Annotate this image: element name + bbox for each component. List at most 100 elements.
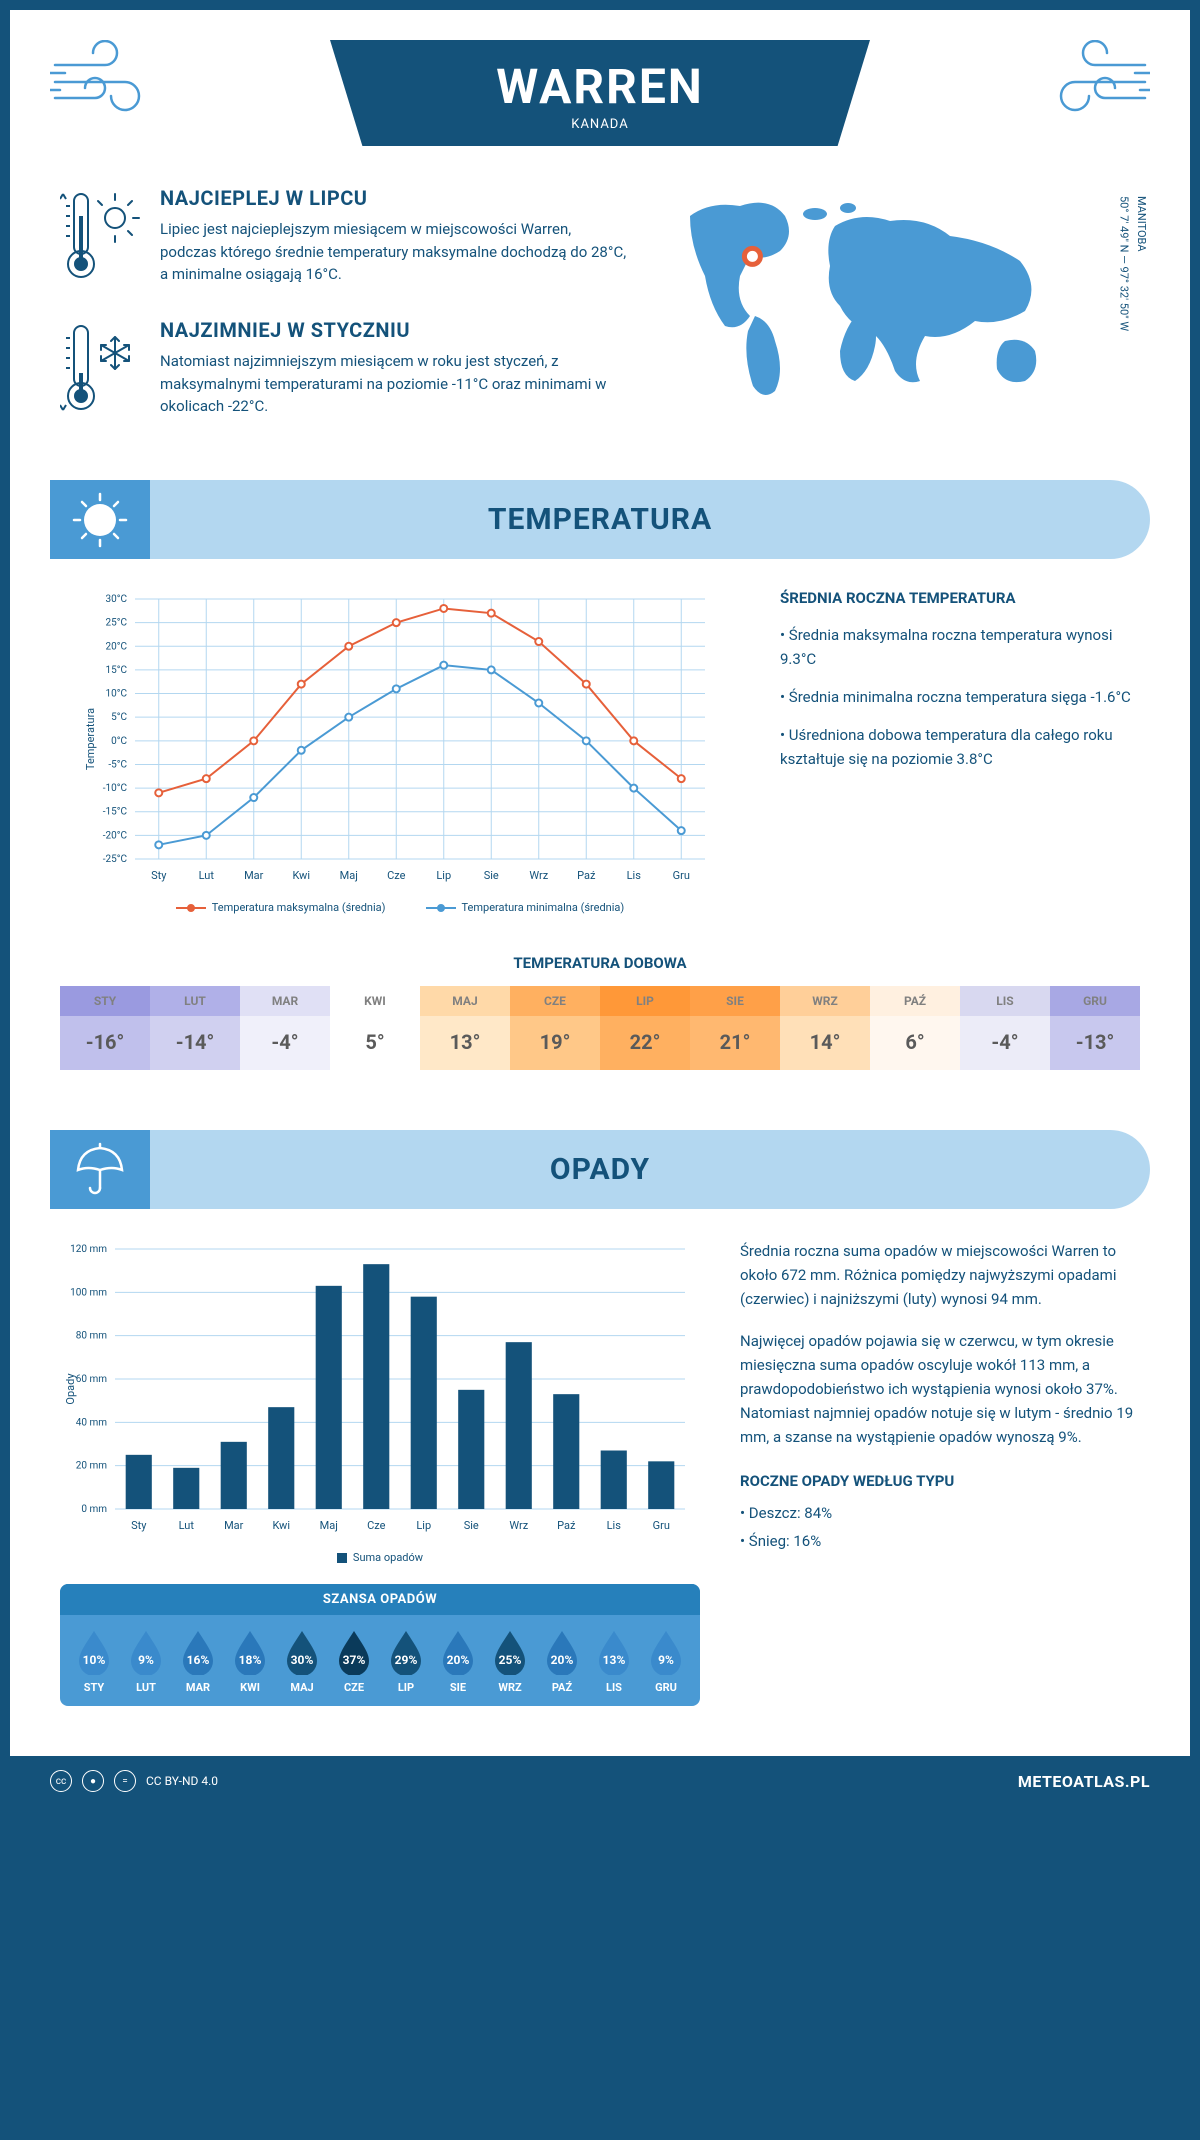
svg-text:Mar: Mar xyxy=(224,1519,244,1532)
chance-cell: 10%STY xyxy=(68,1627,120,1694)
chance-cell: 9%LUT xyxy=(120,1627,172,1694)
chance-cell: 25%WRZ xyxy=(484,1627,536,1694)
svg-text:20°C: 20°C xyxy=(106,641,128,652)
svg-text:Lip: Lip xyxy=(436,869,451,882)
intro-text-blocks: NAJCIEPLEJ W LIPCU Lipiec jest najcieple… xyxy=(60,186,630,450)
svg-text:25°C: 25°C xyxy=(106,618,128,629)
daily-temp-title: TEMPERATURA DOBOWA xyxy=(10,954,1190,972)
chance-cell: 29%LIP xyxy=(380,1627,432,1694)
coordinates: MANITOBA 50° 7' 49" N — 97° 32' 50" W xyxy=(1115,196,1150,331)
svg-text:Sie: Sie xyxy=(464,1519,479,1532)
intro-section: NAJCIEPLEJ W LIPCU Lipiec jest najcieple… xyxy=(10,166,1190,480)
drop-icon: 29% xyxy=(387,1627,425,1675)
coldest-title: NAJZIMNIEJ W STYCZNIU xyxy=(160,318,630,342)
svg-text:0°C: 0°C xyxy=(111,736,127,747)
svg-text:30°C: 30°C xyxy=(106,594,128,605)
svg-text:80 mm: 80 mm xyxy=(76,1331,107,1342)
chance-cell: 30%MAJ xyxy=(276,1627,328,1694)
section-title: TEMPERATURA xyxy=(50,502,1150,537)
header: WARREN KANADA xyxy=(10,10,1190,166)
svg-text:0 mm: 0 mm xyxy=(81,1504,107,1515)
svg-text:Kwi: Kwi xyxy=(272,1519,290,1532)
svg-text:Paź: Paź xyxy=(557,1519,576,1532)
precipitation-section-header: OPADY xyxy=(50,1130,1150,1209)
svg-text:Maj: Maj xyxy=(340,869,358,882)
site-name: METEOATLAS.PL xyxy=(1018,1772,1150,1791)
svg-text:Wrz: Wrz xyxy=(529,869,548,882)
svg-text:10°C: 10°C xyxy=(106,689,128,700)
daily-temp-table: STY-16°LUT-14°MAR-4°KWI5°MAJ13°CZE19°LIP… xyxy=(60,986,1140,1070)
drop-icon: 18% xyxy=(231,1627,269,1675)
svg-text:-20°C: -20°C xyxy=(103,830,128,841)
drop-icon: 9% xyxy=(127,1627,165,1675)
precipitation-chart: 0 mm20 mm40 mm60 mm80 mm100 mm120 mmOpad… xyxy=(60,1239,700,1539)
temp-bullet: • Średnia minimalna roczna temperatura s… xyxy=(780,685,1140,709)
temperature-section-header: TEMPERATURA xyxy=(50,480,1150,559)
drop-icon: 9% xyxy=(647,1627,685,1675)
by-icon: ● xyxy=(82,1770,104,1792)
drop-icon: 25% xyxy=(491,1627,529,1675)
svg-text:Wrz: Wrz xyxy=(509,1519,528,1532)
svg-text:Kwi: Kwi xyxy=(292,869,310,882)
daily-cell: SIE21° xyxy=(690,986,780,1070)
svg-text:Maj: Maj xyxy=(320,1519,338,1532)
svg-text:120 mm: 120 mm xyxy=(70,1244,107,1255)
drop-icon: 16% xyxy=(179,1627,217,1675)
svg-text:Cze: Cze xyxy=(367,1519,386,1532)
svg-text:Lut: Lut xyxy=(199,869,215,882)
title-banner: WARREN KANADA xyxy=(330,40,870,146)
svg-text:-15°C: -15°C xyxy=(103,807,128,818)
svg-text:Gru: Gru xyxy=(653,1519,670,1532)
drop-icon: 10% xyxy=(75,1627,113,1675)
drop-icon: 13% xyxy=(595,1627,633,1675)
daily-cell: WRZ14° xyxy=(780,986,870,1070)
world-map xyxy=(660,186,1080,406)
temp-legend: Temperatura maksymalna (średnia) Tempera… xyxy=(60,901,740,914)
svg-text:Cze: Cze xyxy=(387,869,406,882)
coldest-text: Natomiast najzimniejszym miesiącem w rok… xyxy=(160,350,630,418)
daily-cell: CZE19° xyxy=(510,986,600,1070)
chance-cell: 18%KWI xyxy=(224,1627,276,1694)
chance-cell: 9%GRU xyxy=(640,1627,692,1694)
svg-text:Sty: Sty xyxy=(151,869,167,882)
section-title: OPADY xyxy=(50,1152,1150,1187)
svg-text:Opady: Opady xyxy=(64,1373,77,1405)
coldest-block: NAJZIMNIEJ W STYCZNIU Natomiast najzimni… xyxy=(60,318,630,422)
svg-text:-10°C: -10°C xyxy=(103,783,128,794)
chance-cell: 20%SIE xyxy=(432,1627,484,1694)
warmest-text: Lipiec jest najcieplejszym miesiącem w m… xyxy=(160,218,630,286)
svg-text:5°C: 5°C xyxy=(111,712,127,723)
license: cc ● = CC BY-ND 4.0 xyxy=(50,1770,218,1792)
svg-text:Lip: Lip xyxy=(416,1519,431,1532)
temperature-body: -25°C-20°C-15°C-10°C-5°C0°C5°C10°C15°C20… xyxy=(10,559,1190,944)
svg-text:Sie: Sie xyxy=(484,869,499,882)
precipitation-summary: Średnia roczna suma opadów w miejscowośc… xyxy=(740,1239,1140,1706)
precip-legend: Suma opadów xyxy=(60,1551,700,1564)
chance-cell: 13%LIS xyxy=(588,1627,640,1694)
svg-text:100 mm: 100 mm xyxy=(70,1287,107,1298)
temp-bullet: • Średnia maksymalna roczna temperatura … xyxy=(780,623,1140,671)
svg-text:60 mm: 60 mm xyxy=(76,1374,107,1385)
wind-icon xyxy=(1040,40,1150,120)
daily-cell: KWI5° xyxy=(330,986,420,1070)
map-container: MANITOBA 50° 7' 49" N — 97° 32' 50" W xyxy=(660,186,1140,450)
daily-cell: LUT-14° xyxy=(150,986,240,1070)
warmest-block: NAJCIEPLEJ W LIPCU Lipiec jest najcieple… xyxy=(60,186,630,290)
cc-icon: cc xyxy=(50,1770,72,1792)
daily-cell: MAJ13° xyxy=(420,986,510,1070)
umbrella-icon xyxy=(50,1130,150,1209)
drop-icon: 20% xyxy=(439,1627,477,1675)
daily-cell: STY-16° xyxy=(60,986,150,1070)
drop-icon: 20% xyxy=(543,1627,581,1675)
nd-icon: = xyxy=(114,1770,136,1792)
chance-cell: 37%CZE xyxy=(328,1627,380,1694)
svg-text:Temperatura: Temperatura xyxy=(84,708,97,770)
footer: cc ● = CC BY-ND 4.0 METEOATLAS.PL xyxy=(10,1756,1190,1806)
svg-text:Gru: Gru xyxy=(673,869,690,882)
temperature-summary: ŚREDNIA ROCZNA TEMPERATURA • Średnia mak… xyxy=(780,589,1140,914)
svg-text:Sty: Sty xyxy=(131,1519,147,1532)
location-title: WARREN xyxy=(330,58,870,115)
svg-text:Lut: Lut xyxy=(179,1519,195,1532)
chance-cell: 20%PAŹ xyxy=(536,1627,588,1694)
svg-text:Paź: Paź xyxy=(577,869,596,882)
